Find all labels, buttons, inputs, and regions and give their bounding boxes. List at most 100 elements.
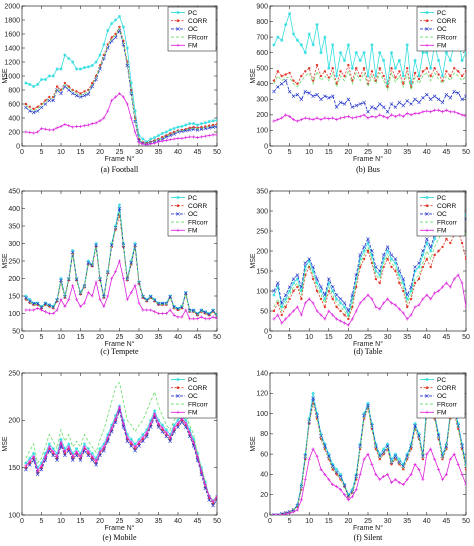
data-point-fm [51, 449, 55, 454]
data-point-pc [153, 297, 157, 302]
data-point-corr [323, 70, 327, 73]
data-point-pc [59, 276, 63, 281]
data-point-fm [460, 281, 464, 285]
data-point-oc [397, 100, 402, 105]
data-point-fm [137, 440, 141, 444]
legend-label: CORR [437, 18, 456, 25]
data-point-corr [441, 245, 444, 249]
data-point-pc [421, 51, 425, 55]
x-axis-label: Frame N° [104, 155, 134, 163]
data-point-fm [413, 305, 417, 309]
data-point-fm [456, 462, 460, 466]
legend-label: OC [437, 26, 447, 33]
data-point-oc [39, 467, 44, 472]
data-point-corr [351, 79, 354, 82]
data-point-fm [43, 310, 47, 314]
x-tick-label: 15 [77, 334, 85, 341]
data-point-pc [327, 66, 331, 70]
data-point-fm [327, 117, 331, 121]
data-point-pc [156, 418, 161, 422]
x-axis-label: Frame N° [353, 155, 383, 163]
data-point-fm [114, 416, 118, 421]
data-point-pc [397, 457, 401, 461]
data-point-fm [448, 285, 452, 289]
data-point-pc [125, 46, 129, 50]
data-point-fm [28, 459, 32, 463]
x-tick-label: 20 [96, 518, 104, 525]
data-point-oc [291, 94, 296, 99]
x-tick-label: 20 [96, 334, 104, 341]
data-point-pc [86, 447, 90, 451]
legend-label: OC [188, 211, 198, 218]
data-point-fm [382, 114, 386, 119]
data-point-pc [291, 32, 296, 36]
data-point-fm [417, 467, 421, 471]
data-point-pc [94, 60, 98, 64]
data-point-corr [402, 468, 405, 471]
data-point-fm [141, 308, 145, 312]
data-point-fm [315, 454, 319, 458]
data-point-fm [401, 114, 405, 119]
data-point-pc [141, 137, 145, 141]
x-tick-label: 10 [305, 149, 313, 156]
x-tick-label: 40 [174, 334, 182, 341]
data-point-fm [288, 114, 292, 119]
data-point-fm [188, 135, 192, 139]
data-point-corr [83, 90, 86, 93]
figure-caption: (b) Bus [356, 165, 380, 174]
legend-marker [425, 43, 429, 47]
data-point-oc [377, 102, 382, 106]
data-point-fm [203, 134, 207, 138]
data-point-oc [133, 448, 137, 453]
data-point-fm [291, 117, 296, 122]
data-point-oc [303, 261, 308, 265]
x-tick-label: 40 [423, 518, 431, 525]
data-point-oc [385, 444, 390, 448]
y-tick-label: 100 [8, 311, 20, 318]
data-point-fm [215, 133, 217, 137]
data-point-fm [299, 117, 303, 122]
data-point-fm [188, 431, 192, 435]
data-point-fm [291, 510, 296, 514]
data-point-fm [425, 293, 429, 297]
data-point-oc [311, 265, 315, 269]
data-point-fm [192, 440, 196, 444]
data-point-corr [331, 67, 334, 70]
data-point-pc [440, 452, 445, 456]
data-point-fm [460, 113, 464, 117]
y-axis-label: MSE [250, 253, 257, 269]
data-point-fm [43, 127, 47, 131]
data-point-fm [429, 110, 433, 114]
data-point-fm [421, 297, 425, 301]
data-point-fm [176, 136, 180, 140]
data-point-oc [358, 253, 362, 257]
data-point-corr [362, 67, 366, 70]
legend-marker [425, 394, 429, 398]
data-point-pc [335, 297, 339, 301]
data-point-fm [125, 297, 129, 302]
data-point-oc [272, 513, 276, 515]
x-tick-label: 15 [77, 149, 85, 156]
data-point-pc [176, 306, 180, 310]
data-point-fm [98, 119, 102, 123]
data-point-fm [284, 113, 288, 117]
data-point-fm [331, 313, 335, 317]
data-point-fm [307, 297, 311, 301]
data-point-corr [378, 458, 381, 461]
data-point-pc [188, 122, 192, 126]
data-point-oc [168, 294, 173, 299]
data-point-oc [24, 467, 28, 472]
legend-marker [176, 195, 180, 200]
data-point-fm [405, 477, 409, 482]
series-group [272, 12, 466, 123]
y-tick-label: 20 [260, 492, 268, 499]
data-point-pc [311, 269, 315, 273]
data-point-oc [156, 425, 161, 429]
data-point-corr [460, 241, 464, 245]
data-point-pc [28, 82, 32, 86]
data-point-pc [378, 51, 382, 55]
data-point-fm [199, 468, 203, 473]
chart-panel-4: 0 50 100 150 200 250 300 350 0 5 10 15 20 25 30 35 40 45 5… [250, 188, 470, 356]
y-tick-label: 500 [256, 66, 268, 73]
data-point-pc [137, 437, 141, 441]
